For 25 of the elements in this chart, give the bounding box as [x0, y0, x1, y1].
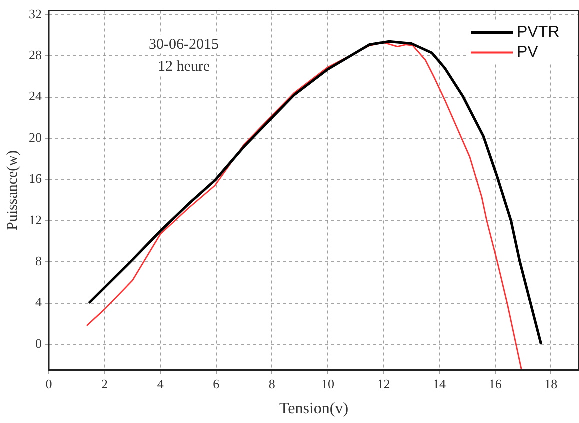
x-tick-label: 12	[377, 376, 390, 392]
annotation: 30-06-2015	[149, 36, 219, 53]
annotation: 12 heure	[158, 58, 210, 75]
x-tick-label: 4	[157, 376, 164, 392]
x-tick-label: 10	[321, 376, 334, 392]
y-tick-label: 12	[29, 212, 42, 228]
legend-label: PV	[517, 44, 539, 62]
x-axis-title: Tension(v)	[279, 400, 349, 418]
x-tick-label: 0	[46, 376, 52, 392]
y-tick-label: 4	[36, 294, 42, 310]
x-tick-label: 8	[268, 376, 276, 392]
legend-label: PVTR	[517, 24, 560, 42]
y-tick-label: 28	[29, 48, 42, 63]
x-tick-label: 14	[433, 376, 447, 392]
y-tick-label: 20	[29, 130, 42, 145]
x-tick-label: 6	[213, 376, 220, 392]
y-tick-label: 0	[36, 336, 42, 351]
y-axis-title: Puissance(w)	[4, 150, 21, 230]
y-tick-label: 32	[29, 6, 42, 22]
y-tick-label: 24	[29, 88, 42, 104]
x-tick-label: 18	[544, 376, 558, 392]
y-tick-label: 8	[36, 253, 42, 268]
x-tick-label: 16	[488, 376, 502, 392]
y-tick-label: 16	[29, 171, 42, 186]
x-tick-label: 2	[102, 376, 108, 392]
